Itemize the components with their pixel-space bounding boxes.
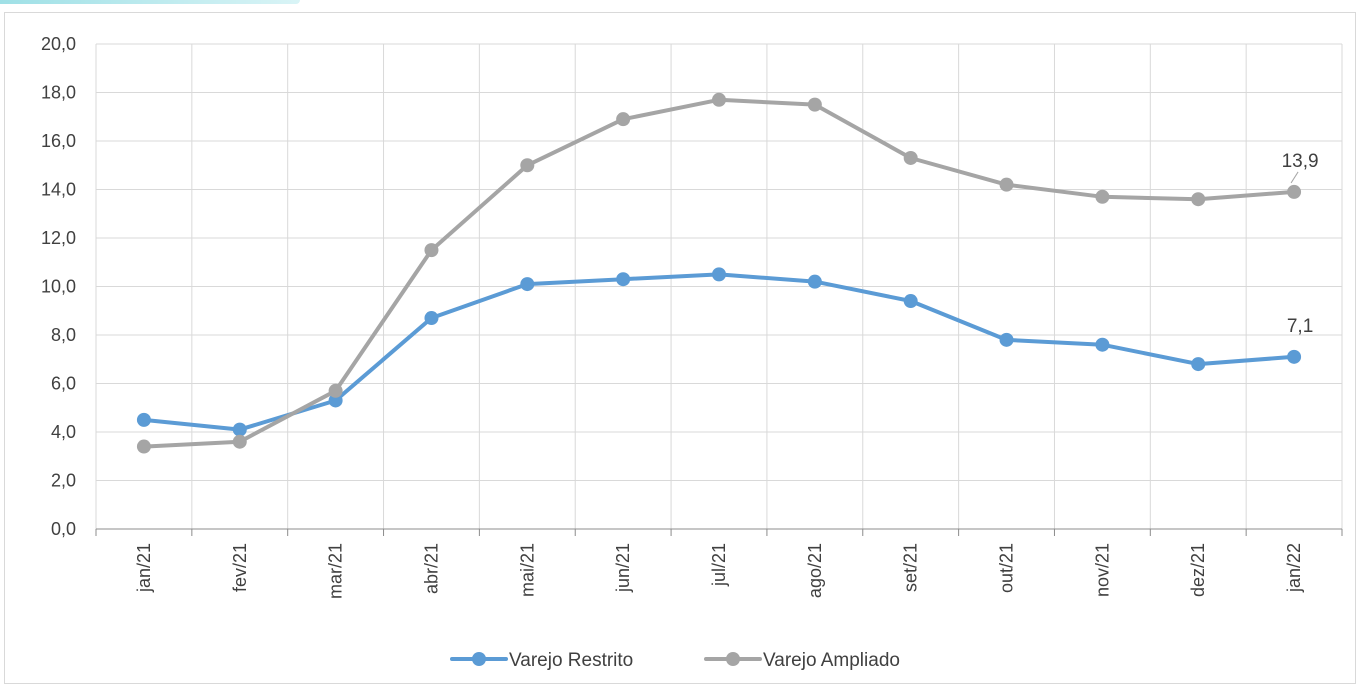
data-point <box>136 412 151 427</box>
data-point <box>999 177 1014 192</box>
x-tick-label: mai/21 <box>517 543 537 597</box>
x-tick-label: jul/21 <box>709 543 729 587</box>
data-point <box>1191 192 1206 207</box>
y-tick-label: 6,0 <box>51 374 76 394</box>
y-tick-label: 12,0 <box>41 228 76 248</box>
data-label: 7,1 <box>1287 316 1313 337</box>
data-point <box>616 112 631 127</box>
legend-label-2: Varejo Ampliado <box>763 650 900 671</box>
y-axis-tick-labels: 0,0 2,0 4,0 6,0 8,0 10,0 12,0 14,0 16,0 18,0 20,0 <box>41 34 76 539</box>
data-point <box>712 267 726 282</box>
data-point <box>232 422 247 437</box>
data-point <box>903 150 918 165</box>
legend-marker-2 <box>726 652 740 666</box>
data-point <box>807 274 822 289</box>
data-labels: 7,1 13,9 <box>1282 151 1319 337</box>
gridlines <box>95 43 1343 529</box>
data-point <box>807 97 822 112</box>
y-tick-label: 14,0 <box>41 180 76 200</box>
x-tick-label: mar/21 <box>326 543 346 599</box>
data-point <box>616 272 631 287</box>
y-tick-label: 20,0 <box>41 34 76 54</box>
data-point <box>424 243 439 258</box>
chart-frame <box>4 12 1356 684</box>
x-axis: jan/21 fev/21 mar/21 abr/21 mai/21 jun/21 jul/… <box>95 528 1343 599</box>
x-tick-label: nov/21 <box>1092 543 1112 597</box>
data-point <box>136 439 151 454</box>
x-tick-label: jan/22 <box>1284 543 1304 593</box>
y-tick-label: 18,0 <box>41 83 76 103</box>
accent-strip <box>0 0 300 4</box>
data-point <box>1287 184 1302 199</box>
x-tick-label: out/21 <box>997 543 1017 593</box>
x-tick-label: abr/21 <box>421 543 441 594</box>
data-point <box>520 158 535 173</box>
x-tick-label: ago/21 <box>805 543 825 598</box>
legend-marker-1 <box>472 652 486 666</box>
data-label: 13,9 <box>1282 151 1319 172</box>
label-leader-line <box>1290 171 1299 184</box>
legend: Varejo Restrito Varejo Ampliado <box>450 650 900 671</box>
x-tick-label: fev/21 <box>230 543 250 592</box>
y-tick-label: 10,0 <box>41 277 76 297</box>
y-tick-label: 2,0 <box>51 471 76 491</box>
data-point <box>903 294 918 309</box>
data-point <box>328 393 343 408</box>
data-point <box>520 277 535 292</box>
series-line-1 <box>141 272 1297 432</box>
x-tick-label: jun/21 <box>613 543 633 593</box>
y-tick-label: 8,0 <box>51 325 76 345</box>
x-tick-label: jan/21 <box>134 543 154 593</box>
data-point <box>999 332 1014 347</box>
y-tick-label: 0,0 <box>51 519 76 539</box>
x-tick-label: dez/21 <box>1188 543 1208 597</box>
data-point <box>1095 189 1110 204</box>
y-tick-label: 16,0 <box>41 131 76 151</box>
legend-label-1: Varejo Restrito <box>509 650 633 671</box>
data-point <box>1095 337 1110 352</box>
series-layer <box>136 92 1302 454</box>
data-point <box>712 92 726 107</box>
y-tick-label: 4,0 <box>51 422 76 442</box>
x-tick-label: set/21 <box>901 543 921 592</box>
data-point <box>232 434 247 449</box>
data-point <box>1191 357 1206 372</box>
data-point <box>328 383 343 398</box>
data-point <box>1287 349 1302 364</box>
data-point <box>424 311 439 326</box>
